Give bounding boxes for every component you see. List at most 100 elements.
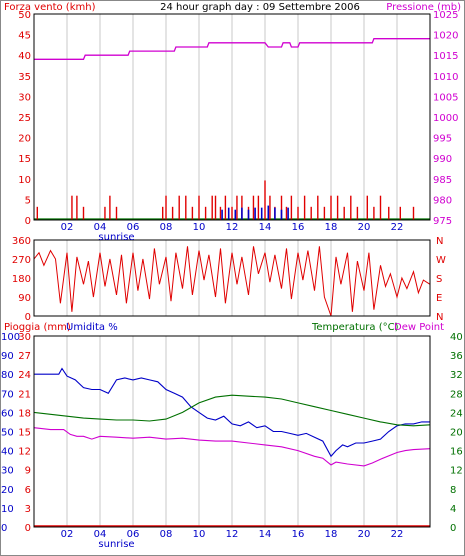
- wind-speed-axis-title: Forza vento (kmh): [4, 2, 96, 13]
- humidity-tick-label: 80: [1, 370, 14, 381]
- hour-tick-label: 22: [391, 222, 404, 233]
- grid-layer: [66, 14, 398, 527]
- wind-tick-label: 25: [18, 113, 31, 124]
- wind-tick-label: 45: [18, 31, 31, 42]
- rain-tick-label: 21: [18, 389, 31, 400]
- hour-tick-label: 02: [61, 222, 74, 233]
- hour-tick-label: 06: [127, 222, 140, 233]
- temperature-tick-label: 8: [450, 485, 456, 496]
- wind-tick-label: 30: [18, 92, 31, 103]
- hour-tick-label: 04: [94, 529, 107, 540]
- sunrise-label: sunrise: [98, 232, 134, 243]
- temperature-axis-title: Temperatura (°C): [311, 322, 399, 333]
- temperature-line: [33, 394, 431, 427]
- pressure-tick-label: 1015: [433, 51, 458, 62]
- hour-tick-label: 10: [193, 529, 206, 540]
- pressure-tick-label: 980: [433, 195, 452, 206]
- hour-tick-label: 18: [325, 529, 338, 540]
- wind-tick-label: 0: [25, 216, 31, 227]
- humidity-tick-label: 50: [1, 428, 14, 439]
- pressure-axis-title: Pressione (mb): [386, 2, 461, 13]
- humidity-tick-label: 100: [1, 332, 20, 343]
- temperature-tick-label: 40: [450, 332, 463, 343]
- hour-tick-label: 22: [391, 529, 404, 540]
- humidity-line: [34, 367, 430, 458]
- dew-point-axis-title: Dew Point: [394, 322, 444, 333]
- wind-tick-label: 20: [18, 134, 31, 145]
- hour-tick-label: 16: [292, 529, 305, 540]
- temperature-tick-label: 36: [450, 351, 463, 362]
- temperature-tick-label: 4: [450, 504, 456, 515]
- temperature-tick-label: 32: [450, 370, 463, 381]
- humidity-axis-title: Umidita %: [66, 322, 118, 333]
- compass-label: E: [436, 293, 442, 304]
- rain-tick-label: 24: [18, 370, 31, 381]
- chart-title: 24 hour graph day : 09 Settembre 2006: [160, 2, 360, 13]
- hour-tick-label: 16: [292, 222, 305, 233]
- tick-label-layer: 0510152025303540455097598098599099510001…: [1, 10, 463, 550]
- humidity-tick-label: 90: [1, 351, 14, 362]
- wind-tick-label: 35: [18, 72, 31, 83]
- hour-tick-label: 14: [259, 529, 272, 540]
- hour-tick-label: 10: [193, 222, 206, 233]
- hour-tick-label: 04: [94, 222, 107, 233]
- hour-tick-label: 08: [160, 222, 173, 233]
- humidity-tick-label: 20: [1, 485, 14, 496]
- rain-tick-label: 0: [25, 523, 31, 534]
- temperature-tick-label: 0: [450, 523, 456, 534]
- pressure-tick-label: 995: [433, 134, 452, 145]
- wind-tick-label: 40: [18, 51, 31, 62]
- hour-tick-label: 02: [61, 529, 74, 540]
- temperature-panel-frame: [33, 335, 431, 528]
- pressure-tick-label: 1000: [433, 113, 458, 124]
- rain-tick-label: 18: [18, 408, 31, 419]
- hour-tick-label: 12: [226, 222, 239, 233]
- humidity-tick-label: 60: [1, 408, 14, 419]
- rain-tick-label: 12: [18, 447, 31, 458]
- pressure-tick-label: 1010: [433, 72, 458, 83]
- direction-tick-label: 90: [18, 293, 31, 304]
- pressure-line: [34, 38, 430, 60]
- hour-tick-label: 14: [259, 222, 272, 233]
- humidity-tick-label: 40: [1, 447, 14, 458]
- hour-tick-label: 08: [160, 529, 173, 540]
- temperature-tick-label: 24: [450, 408, 463, 419]
- rain-axis-title: Pioggia (mm): [4, 322, 71, 333]
- wind-tick-label: 10: [18, 175, 31, 186]
- compass-label: S: [436, 274, 442, 285]
- sunrise-label: sunrise: [98, 539, 134, 550]
- direction-tick-label: 360: [12, 236, 31, 247]
- compass-label: N: [436, 236, 443, 247]
- hour-tick-label: 12: [226, 529, 239, 540]
- data-layer: [33, 38, 431, 527]
- direction-tick-label: 180: [12, 274, 31, 285]
- rain-tick-label: 6: [25, 485, 31, 496]
- direction-panel-frame: [33, 239, 431, 317]
- direction-tick-label: 270: [12, 255, 31, 266]
- humidity-tick-label: 70: [1, 389, 14, 400]
- wind-direction-line: [33, 246, 431, 317]
- pressure-tick-label: 1020: [433, 31, 458, 42]
- pressure-tick-label: 975: [433, 216, 452, 227]
- compass-label: W: [436, 255, 446, 266]
- pressure-tick-label: 985: [433, 175, 452, 186]
- rain-tick-label: 27: [18, 351, 31, 362]
- temperature-tick-label: 12: [450, 466, 463, 477]
- humidity-tick-label: 10: [1, 504, 14, 515]
- rain-tick-label: 30: [18, 332, 31, 343]
- wind-tick-label: 5: [25, 195, 31, 206]
- humidity-tick-label: 30: [1, 466, 14, 477]
- rain-tick-label: 9: [25, 466, 31, 477]
- rain-tick-label: 15: [18, 428, 31, 439]
- hour-tick-label: 18: [325, 222, 338, 233]
- temperature-tick-label: 28: [450, 389, 463, 400]
- rain-tick-label: 3: [25, 504, 31, 515]
- hour-tick-label: 06: [127, 529, 140, 540]
- pressure-tick-label: 1005: [433, 92, 458, 103]
- hour-tick-label: 20: [358, 222, 371, 233]
- hour-tick-label: 20: [358, 529, 371, 540]
- pressure-tick-label: 1025: [433, 10, 458, 21]
- pressure-tick-label: 990: [433, 154, 452, 165]
